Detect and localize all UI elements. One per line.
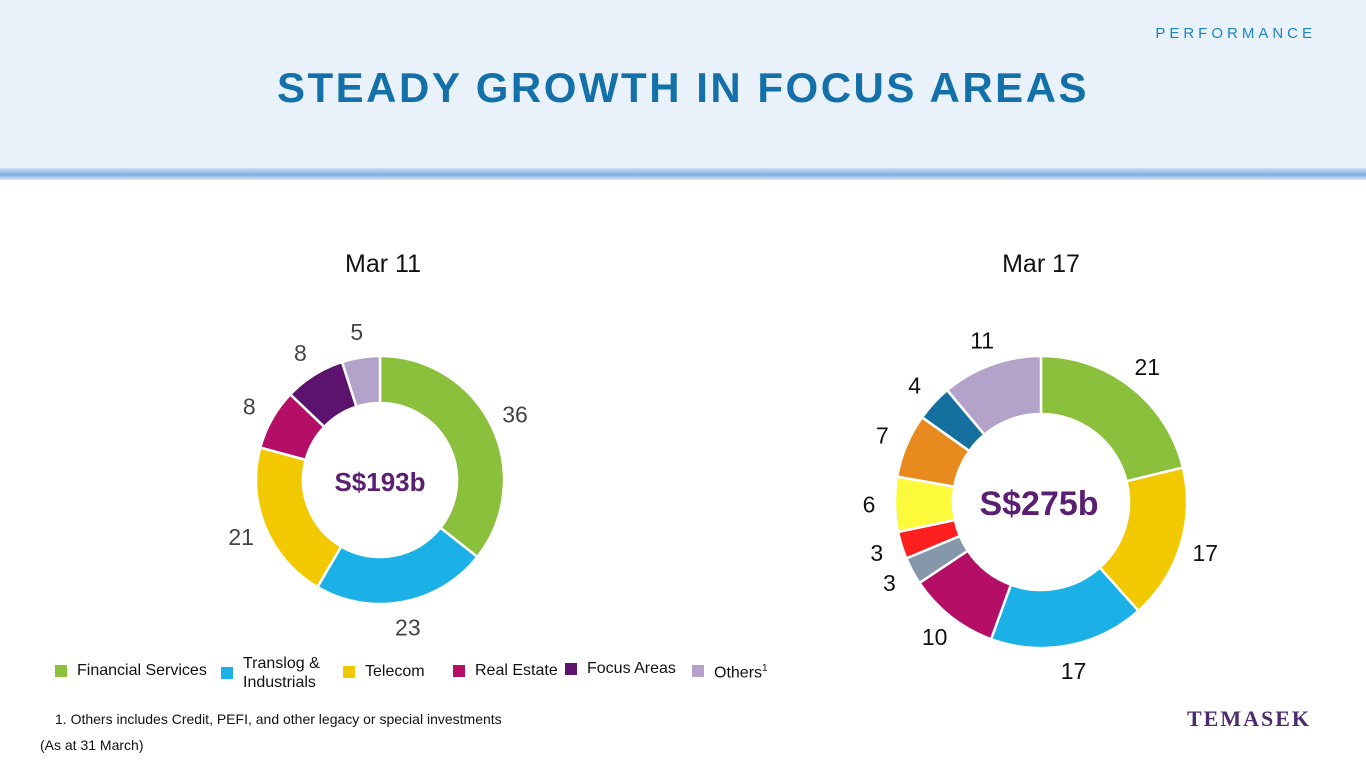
- legend-label: Translog & Industrials: [243, 654, 320, 692]
- slice-value-label: 11: [970, 327, 994, 353]
- legend-swatch: [55, 664, 67, 677]
- donut-slice: [315, 525, 480, 606]
- chart-title-mar-17: Mar 17: [1002, 250, 1080, 278]
- page-title: STEADY GROWTH IN FOCUS AREAS: [276, 64, 1090, 111]
- slice-value-label: 10: [922, 624, 948, 650]
- slices-mar-11: [254, 354, 506, 606]
- slice-value-label: 6: [863, 492, 876, 518]
- slice-value-label: 7: [876, 423, 889, 449]
- slice-value-label: 23: [395, 614, 421, 640]
- legend-swatch: [343, 665, 355, 678]
- legend-swatch: [453, 664, 465, 677]
- slices-mar-17: [893, 354, 1189, 650]
- donut-slice: [340, 354, 382, 409]
- legend-item-focus-areas: Focus Areas: [565, 659, 676, 678]
- legend: Financial Services Translog & Industrial…: [55, 654, 795, 694]
- value-labels-mar-11: 36 23 21 8 8 5: [228, 319, 527, 641]
- legend-item-telecom: Telecom: [343, 662, 425, 681]
- header-band: [0, 0, 1366, 172]
- chart-mar-17: Mar 17 21 17 17 10 33 6 74 11 S$275b: [863, 250, 1218, 684]
- chart-mar-11: Mar 11 36 23 21 8 8 5 S$193b: [228, 250, 527, 640]
- legend-item-real-estate: Real Estate: [453, 661, 558, 680]
- slice-value-label: 17: [1192, 540, 1218, 566]
- legend-item-others: Others1: [692, 659, 768, 682]
- legend-label: Others1: [714, 663, 768, 682]
- legend-label-line1: Translog &: [243, 655, 320, 672]
- slice-value-label: 8: [243, 393, 256, 419]
- slice-value-label: 3: [870, 540, 883, 566]
- legend-label: Financial Services: [77, 662, 207, 679]
- header-divider: [0, 168, 1366, 180]
- temasek-logo: TEMASEK: [1186, 706, 1311, 731]
- footnote-marker: 1: [762, 663, 768, 674]
- legend-item-financial-services: Financial Services: [55, 661, 207, 680]
- donut-slice: [1039, 354, 1185, 483]
- legend-swatch: [565, 662, 577, 675]
- legend-label-line2: Industrials: [243, 674, 316, 691]
- slice-value-label: 4: [908, 372, 921, 398]
- slice-value-label: 5: [350, 319, 363, 345]
- legend-label: Focus Areas: [587, 660, 676, 677]
- legend-swatch: [221, 667, 233, 679]
- donut-slice: [378, 354, 506, 559]
- slice-value-label: 36: [502, 402, 528, 428]
- legend-label: Telecom: [365, 663, 425, 680]
- center-label-mar-17: S$275b: [979, 485, 1098, 523]
- legend-label: Real Estate: [475, 662, 558, 679]
- slice-value-label: 21: [1135, 354, 1161, 380]
- legend-swatch: [692, 664, 704, 677]
- slice-value-label: 21: [228, 524, 254, 550]
- value-labels-mar-17: 21 17 17 10 33 6 74 11: [863, 327, 1218, 684]
- section-label: PERFORMANCE: [1155, 25, 1316, 42]
- donut-slice: [254, 446, 343, 589]
- legend-item-translog-industrials: Translog & Industrials: [221, 654, 320, 692]
- as-at-note: (As at 31 March): [40, 737, 144, 753]
- footnote: 1. Others includes Credit, PEFI, and oth…: [55, 711, 502, 727]
- slice-value-label: 3: [883, 570, 896, 596]
- center-label-mar-11: S$193b: [334, 467, 425, 497]
- slice-value-label: 17: [1061, 658, 1087, 684]
- slice-value-label: 8: [294, 340, 307, 366]
- donut-slice: [945, 354, 1043, 437]
- chart-title-mar-11: Mar 11: [345, 250, 421, 278]
